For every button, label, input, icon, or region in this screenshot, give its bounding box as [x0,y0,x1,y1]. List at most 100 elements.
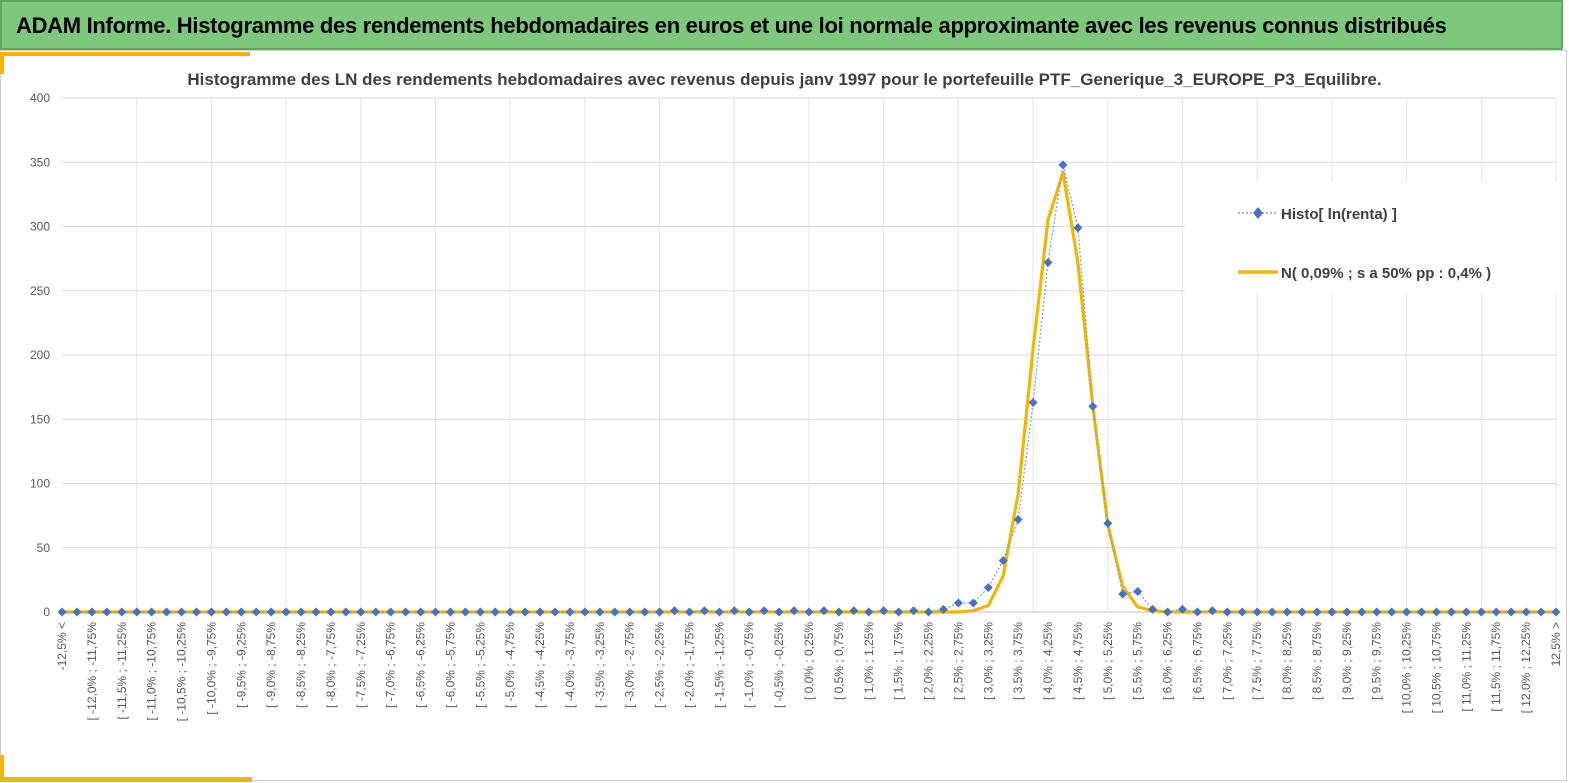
histo-point [371,607,381,617]
histo-point [729,606,739,616]
x-tick-label: [ 7,5% ; 7,75% [1250,622,1264,700]
x-tick-label: [ 6,0% ; 6,25% [1161,622,1175,700]
x-tick-label: [ 12,0% ; 12,25% [1519,622,1533,714]
histo-point [894,607,904,617]
histo-series [57,160,1561,617]
histo-point [401,607,411,617]
histo-point [1282,607,1292,617]
histo-point [1461,607,1471,617]
x-tick-label: [ 1,5% ; 1,75% [892,622,906,700]
histo-point [535,607,545,617]
histo-series-line [62,164,1556,613]
histo-point [57,607,67,617]
histo-point [1446,607,1456,617]
y-tick-label: 200 [30,348,50,362]
histo-point [565,607,575,617]
histo-point [774,607,784,617]
histo-point [1088,401,1098,411]
histo-point [953,598,963,608]
x-tick-label: [ 8,5% ; 8,75% [1310,622,1324,700]
histo-point [1103,518,1113,528]
histo-point [1073,223,1083,233]
histo-point [1372,607,1382,617]
x-tick-label: [ 4,5% ; 4,75% [1071,622,1085,700]
histo-point [1192,607,1202,617]
histo-point [1148,604,1158,614]
histo-point [699,606,709,616]
histo-point [1297,607,1307,617]
histo-point [1506,607,1516,617]
y-tick-label: 0 [43,605,50,619]
histo-point [1312,607,1322,617]
chart-frame [0,50,1567,781]
histo-point [177,607,187,617]
histo-point [251,607,261,617]
histo-point [341,607,351,617]
report-title: ADAM Informe. Histogramme des rendements… [16,13,1447,38]
x-tick-label: [ 6,5% ; 6,75% [1190,622,1204,700]
chart-title: Histogramme des LN des rendements hebdom… [187,70,1382,89]
histo-point [326,607,336,617]
histo-point [550,607,560,617]
y-axis-ticks: 0 50 100 150 200 250 300 350 400 [30,91,50,619]
histo-point [117,607,127,617]
x-tick-label: [ 2,5% ; 2,75% [951,622,965,700]
x-tick-label: [ 9,5% ; 9,75% [1370,622,1384,700]
gridlines [62,97,1557,613]
x-tick-label: [ 1,0% ; 1,25% [862,622,876,700]
x-tick-label: [ -7,0% ; -6,75% [384,622,398,708]
histo-point [1028,398,1038,408]
histo-point [789,606,799,616]
histo-point [819,606,829,616]
histo-point [1178,604,1187,614]
histo-point [580,607,590,617]
histo-point [1058,160,1068,170]
y-tick-label: 400 [30,91,50,105]
x-tick-label: [ 2,0% ; 2,25% [922,622,936,700]
x-tick-label: [ -8,0% ; -7,75% [324,622,338,708]
x-tick-label: [ 5,5% ; 5,75% [1131,622,1145,700]
histo-point [162,607,172,617]
x-tick-label: [ -12,0% ; -11,75% [85,622,99,721]
x-tick-label: [ 5,0% ; 5,25% [1101,622,1115,700]
accent-corner-top [0,52,250,56]
x-tick-label: [ 0,5% ; 0,75% [832,622,846,700]
x-tick-label: [ 4,0% ; 4,25% [1041,622,1055,700]
histo-point [445,607,455,617]
histo-point [505,607,515,617]
x-tick-label: [ 7,0% ; 7,25% [1220,622,1234,700]
histo-point [416,607,426,617]
histo-point [281,607,291,617]
y-tick-label: 300 [30,220,50,234]
x-tick-label: [ 3,0% ; 3,25% [981,622,995,700]
x-tick-label: [ -9,0% ; -8,75% [264,622,278,708]
y-tick-label: 350 [30,155,50,169]
x-tick-label: [ 10,0% ; 10,25% [1400,622,1414,714]
x-tick-label: [ -9,5% ; -9,25% [234,622,248,708]
histo-point [356,607,366,617]
x-tick-label: [ 3,5% ; 3,75% [1011,622,1025,700]
histo-point [834,607,844,617]
histo-point [714,607,724,617]
histo-point [998,556,1008,566]
legend-normal-label: N( 0,09% ; s a 50% pp : 0,4% ) [1281,265,1491,282]
histo-point [1118,589,1128,599]
histo-point [655,607,665,617]
histo-point [206,607,216,617]
histo-point [191,607,201,617]
histo-point [1342,607,1352,617]
histo-point [1207,606,1217,616]
x-tick-label: [ -8,5% ; -8,25% [294,622,308,708]
histo-point [938,604,948,614]
histo-point [102,607,112,617]
histo-point [311,607,321,617]
x-tick-label: [ -5,5% ; -5,25% [473,622,487,708]
histo-point [520,607,530,617]
histo-point [236,607,246,617]
legend-histo-label: Histo[ ln(renta) ] [1281,206,1397,223]
x-tick-label: [ 10,5% ; 10,75% [1429,622,1443,714]
x-tick-label: [ -7,5% ; -7,25% [354,622,368,708]
x-tick-label: [ -11,0% ; -10,75% [145,622,159,721]
legend-background [1185,182,1560,294]
histo-point [1431,607,1441,617]
